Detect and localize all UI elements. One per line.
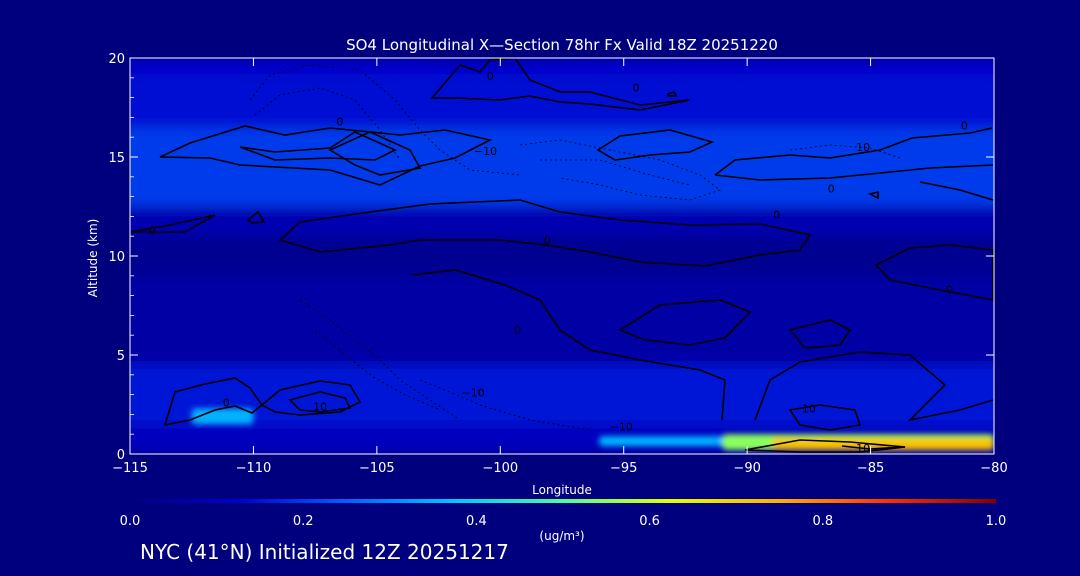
contour-label: 10 [856,442,870,455]
y-axis-label: Altitude (km) [86,219,100,298]
y-tick-label: 0 [117,448,125,463]
contour-label: 0 [487,70,494,83]
colorbar-ticks: 0.0 0.2 0.4 0.6 0.8 1.0 [120,514,1007,529]
contour-upper-left [159,125,493,186]
concentration-band [130,275,994,365]
x-tick-label: −115 [112,461,148,476]
colorbar-tick-label: 0.4 [466,514,487,529]
contour-right-band-2 [714,164,994,181]
contour-lines-solid [130,58,994,453]
x-axis-label: Longitude [532,483,592,497]
x-tick-label: −95 [610,461,637,476]
contour-tick-c [867,190,879,200]
contour-label: 0 [544,234,551,247]
contour-lower-left-3 [288,391,352,413]
contour-upper-left-inner [239,131,397,161]
y-tick-label: 10 [108,250,125,265]
footer-initialization-text: NYC (41°N) Initialized 12Z 20251217 [140,540,509,564]
contour-peak [430,58,691,111]
contour-label: 0 [773,208,780,221]
x-tick-label: −85 [857,461,884,476]
contour-label: 0 [961,119,968,132]
contour-label: 0 [223,397,230,410]
chart-title: SO4 Longitudinal X—Section 78hr Fx Valid… [346,36,778,54]
colorbar-tick-label: 0.6 [639,514,660,529]
contour-right-upper [596,129,715,161]
contour-label: 0 [828,183,835,196]
contour-label: 10 [856,141,870,154]
dashed-contour-upper [249,64,521,176]
contour-lower-center [411,269,726,421]
contour-right-band-3 [919,181,994,201]
colorbar-tick-label: 0.2 [293,514,314,529]
contour-lines-dashed [249,64,901,431]
contour-bottom-right-inner [788,404,862,431]
x-tick-label: −90 [733,461,760,476]
contour-tick-b [667,91,678,97]
y-tick-label: 5 [117,349,125,364]
x-axis: −115 −110 −105 −100 −95 −90 −85 −80 [112,58,1008,476]
colorbar-tick-label: 0.8 [812,514,833,529]
contour-label: −10 [474,145,497,158]
concentration-band [130,236,994,276]
colorbar-label: (ug/m³) [539,529,584,543]
dashed-contour-lower [419,379,591,431]
contour-label: 10 [802,402,816,415]
contour-lower-left-2 [260,380,362,416]
dashed-contour-far-right [789,144,901,159]
dashed-contour-upper-2 [254,87,401,161]
contour-label: −10 [610,420,633,433]
y-tick-label: 20 [108,52,125,67]
contour-right-mid [618,299,752,346]
dashed-contour-mid-2 [314,329,441,411]
concentration-band [130,58,994,74]
colorbar-tick-label: 1.0 [986,514,1007,529]
dashed-contour-right-2 [540,159,691,186]
contour-label: −10 [462,387,485,400]
contour-label: 0 [336,115,343,128]
colorbar [130,499,996,503]
concentration-band [130,73,994,128]
x-tick-label: −110 [236,461,272,476]
contour-upper-left-2 [328,131,422,176]
contour-far-right [874,244,994,301]
contour-label: 10 [313,400,327,413]
y-axis: 0 5 10 15 20 [108,52,994,463]
contour-right-band [714,127,993,176]
contour-right-lower [788,319,852,349]
x-tick-label: −80 [980,461,1007,476]
contour-mid-left [130,214,216,233]
plot-area: 0 0 0 −10 10 0 0 0 0 0 0 0 0 10 −10 −10 10 10 [130,58,994,455]
contour-surface-right-2 [841,445,906,450]
contour-label: 0 [946,284,953,297]
y-tick-label: 15 [108,151,125,166]
contour-mid-center [278,199,812,267]
x-tick-label: −105 [359,461,395,476]
contour-tick-a [246,210,266,224]
concentration-band [130,206,994,237]
contour-bottom-right [754,351,994,422]
dashed-contour-right [519,139,721,201]
contour-label: 0 [514,323,521,336]
contour-labels: 0 0 0 −10 10 0 0 0 0 0 0 0 0 10 −10 −10 10 10 [149,70,968,455]
colorbar-tick-label: 0.0 [120,514,141,529]
dashed-contour-mid [299,299,461,421]
x-tick-label: −100 [482,461,518,476]
contour-label: 0 [149,224,156,237]
contour-label: 0 [633,82,640,95]
concentration-bands [130,58,994,454]
